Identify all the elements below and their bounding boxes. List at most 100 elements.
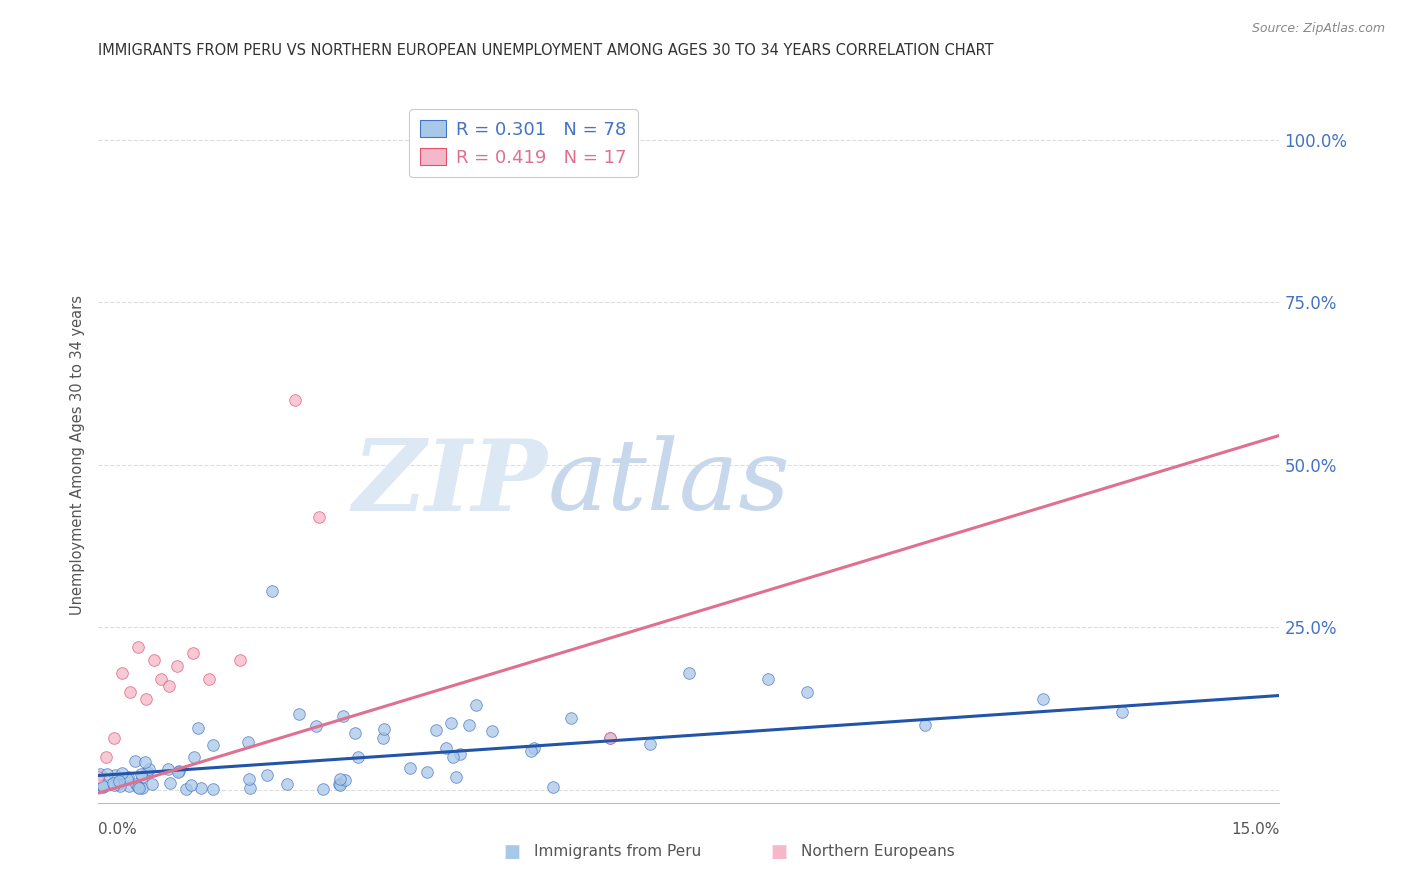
Text: atlas: atlas bbox=[547, 435, 790, 531]
Point bbox=[138, 762, 160, 776]
Point bbox=[560, 711, 582, 725]
Point bbox=[131, 770, 153, 784]
Text: Northern Europeans: Northern Europeans bbox=[801, 845, 955, 859]
Point bbox=[124, 755, 146, 769]
Point bbox=[465, 698, 488, 713]
Text: Source: ZipAtlas.com: Source: ZipAtlas.com bbox=[1251, 22, 1385, 36]
Point bbox=[127, 780, 149, 794]
Point bbox=[107, 777, 129, 791]
Point bbox=[183, 750, 205, 764]
Point bbox=[678, 665, 700, 680]
Point bbox=[127, 640, 149, 654]
Point bbox=[108, 780, 131, 794]
Point bbox=[166, 659, 188, 673]
Point bbox=[441, 750, 464, 764]
Point bbox=[190, 781, 212, 796]
Point bbox=[103, 778, 125, 792]
Point bbox=[131, 781, 153, 796]
Point bbox=[93, 780, 115, 794]
Point bbox=[111, 766, 134, 780]
Point bbox=[115, 772, 138, 787]
Point bbox=[202, 782, 225, 797]
Point bbox=[96, 767, 118, 781]
Point bbox=[638, 737, 661, 751]
Point bbox=[150, 672, 173, 686]
Point bbox=[180, 779, 202, 793]
Text: 0.0%: 0.0% bbox=[98, 822, 138, 837]
Point bbox=[181, 646, 204, 660]
Point bbox=[157, 679, 180, 693]
Point bbox=[89, 767, 111, 781]
Point bbox=[111, 665, 134, 680]
Point bbox=[117, 771, 139, 785]
Point bbox=[305, 719, 328, 733]
Point bbox=[187, 721, 209, 735]
Point bbox=[481, 724, 503, 739]
Point bbox=[458, 718, 481, 732]
Point bbox=[142, 653, 165, 667]
Point bbox=[332, 709, 354, 723]
Point bbox=[174, 782, 197, 797]
Point bbox=[125, 777, 148, 791]
Point bbox=[1111, 705, 1133, 719]
Point bbox=[312, 782, 335, 797]
Text: ■: ■ bbox=[503, 843, 520, 861]
Point bbox=[371, 731, 394, 746]
Point bbox=[260, 584, 283, 599]
Point bbox=[103, 731, 125, 745]
Point bbox=[157, 763, 180, 777]
Point bbox=[202, 738, 225, 752]
Point bbox=[128, 781, 150, 796]
Point bbox=[91, 779, 114, 793]
Point bbox=[169, 764, 191, 779]
Point bbox=[118, 685, 141, 699]
Point bbox=[104, 768, 127, 782]
Point bbox=[344, 726, 367, 740]
Text: ■: ■ bbox=[770, 843, 787, 861]
Point bbox=[1032, 691, 1054, 706]
Point bbox=[523, 740, 546, 755]
Point bbox=[329, 779, 352, 793]
Point bbox=[101, 776, 124, 790]
Point bbox=[796, 685, 818, 699]
Point bbox=[599, 731, 621, 745]
Point bbox=[107, 773, 129, 788]
Point bbox=[416, 764, 439, 779]
Point bbox=[440, 715, 463, 730]
Point bbox=[166, 765, 188, 780]
Point bbox=[134, 756, 156, 770]
Point bbox=[136, 764, 159, 779]
Point bbox=[197, 672, 219, 686]
Point bbox=[117, 779, 139, 793]
Point bbox=[543, 780, 565, 794]
Point bbox=[238, 772, 260, 786]
Point bbox=[425, 723, 447, 738]
Text: 15.0%: 15.0% bbox=[1232, 822, 1279, 837]
Text: Immigrants from Peru: Immigrants from Peru bbox=[534, 845, 702, 859]
Point bbox=[87, 770, 110, 784]
Text: ZIP: ZIP bbox=[353, 434, 547, 531]
Point bbox=[446, 770, 468, 784]
Point bbox=[373, 722, 395, 736]
Point bbox=[129, 767, 152, 781]
Point bbox=[520, 744, 543, 758]
Point bbox=[284, 392, 307, 407]
Text: IMMIGRANTS FROM PERU VS NORTHERN EUROPEAN UNEMPLOYMENT AMONG AGES 30 TO 34 YEARS: IMMIGRANTS FROM PERU VS NORTHERN EUROPEA… bbox=[98, 43, 994, 58]
Point bbox=[229, 653, 252, 667]
Point bbox=[287, 706, 309, 721]
Point bbox=[914, 718, 936, 732]
Y-axis label: Unemployment Among Ages 30 to 34 years: Unemployment Among Ages 30 to 34 years bbox=[70, 295, 86, 615]
Point bbox=[256, 768, 278, 782]
Point bbox=[91, 779, 114, 793]
Point bbox=[434, 741, 457, 756]
Point bbox=[328, 776, 350, 790]
Legend: R = 0.301   N = 78, R = 0.419   N = 17: R = 0.301 N = 78, R = 0.419 N = 17 bbox=[409, 109, 638, 178]
Point bbox=[141, 777, 163, 791]
Point bbox=[135, 691, 157, 706]
Point bbox=[239, 780, 262, 795]
Point bbox=[159, 776, 181, 790]
Point bbox=[449, 747, 471, 761]
Point bbox=[599, 731, 621, 745]
Point bbox=[347, 750, 370, 764]
Point bbox=[333, 772, 356, 787]
